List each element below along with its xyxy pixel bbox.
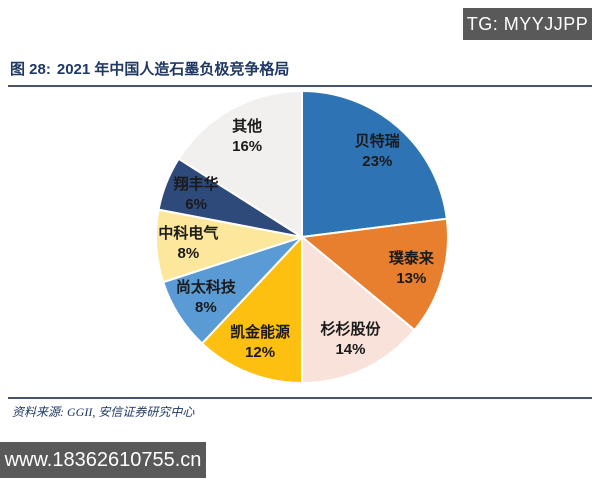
pie-chart-svg	[155, 90, 449, 384]
tg-watermark-badge: TG: MYYJJPP	[463, 8, 592, 40]
figure-title-text: 2021 年中国人造石墨负极竞争格局	[56, 61, 290, 78]
figure-number-label: 图 28:	[10, 61, 51, 78]
pie-slice-3	[201, 236, 303, 384]
pie-slice-1	[301, 217, 449, 332]
url-watermark-badge: www.18362610755.cn	[0, 442, 206, 478]
tg-watermark-text: TG: MYYJJPP	[466, 13, 589, 34]
url-watermark-text: www.18362610755.cn	[4, 448, 202, 471]
figure-title: 图 28: 2021 年中国人造石墨负极竞争格局	[10, 58, 590, 79]
title-divider-rule	[8, 85, 592, 87]
pie-slice-2	[301, 236, 416, 384]
pie-slice-0	[301, 90, 448, 238]
source-note: 资料来源: GGII, 安信证券研究中心	[12, 405, 195, 419]
footer-divider-rule	[8, 397, 592, 399]
pie-slice-7	[177, 90, 303, 238]
